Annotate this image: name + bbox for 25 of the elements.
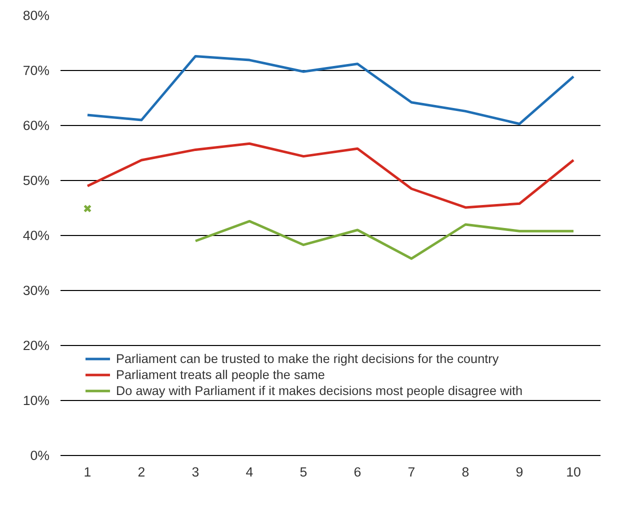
y-tick-label: 50% [22,173,50,188]
line-series [194,220,575,260]
y-tick-label: 0% [30,448,50,463]
x-tick-label: 1 [84,464,92,480]
line-series [86,54,575,126]
y-tick-label: 30% [22,283,50,298]
x-tick-label: 10 [566,464,581,480]
y-tick-label: 70% [22,63,50,78]
x-tick-label: 8 [462,464,470,480]
line-series [86,142,575,209]
legend-label: Do away with Parliament if it makes decisions most people disagree with [116,383,523,398]
x-tick-label: 7 [408,464,416,480]
x-tick-label: 5 [300,464,308,480]
y-tick-label: 80% [22,8,50,23]
legend-label: Parliament can be trusted to make the right decisions for the country [116,351,499,366]
x-tick-label: 2 [138,464,146,480]
y-tick-label: 10% [22,393,50,408]
x-tick-label: 9 [516,464,524,480]
x-tick-label: 4 [246,464,254,480]
x-tick-label: 6 [354,464,362,480]
x-tick-label: 3 [192,464,200,480]
legend-label: Parliament treats all people the same [116,367,325,382]
y-tick-label: 40% [22,228,50,243]
y-tick-label: 20% [22,338,50,353]
y-tick-label: 60% [22,118,50,133]
